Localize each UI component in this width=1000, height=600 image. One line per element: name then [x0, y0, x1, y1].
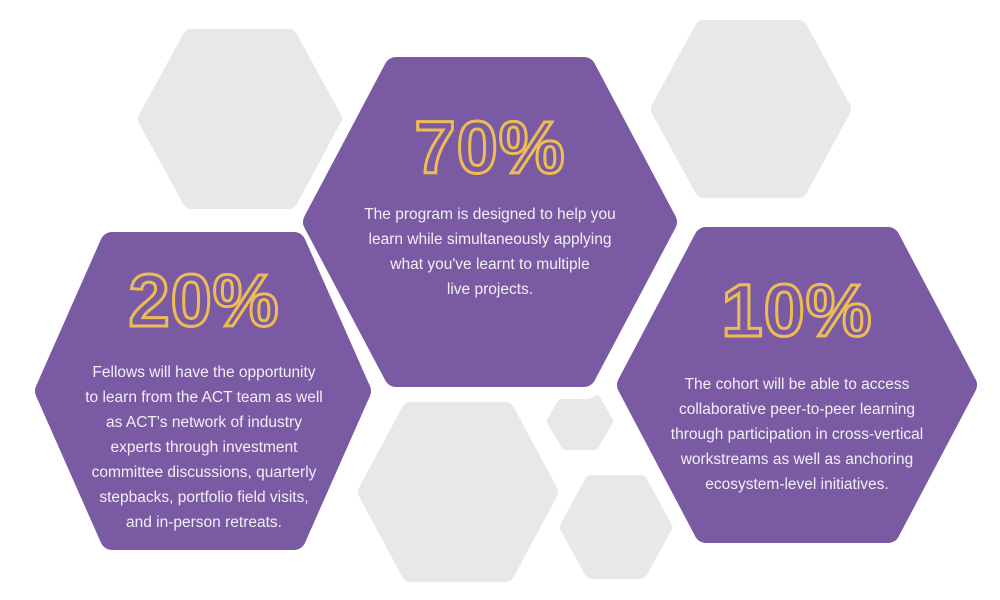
purple-hexagon-70: [303, 57, 677, 387]
gray-hexagon-medium: [560, 475, 672, 579]
stat-description-70: The program is designed to help you lear…: [364, 206, 616, 298]
purple-hexagon-20: [35, 232, 371, 550]
gray-hexagon-top-left: [138, 29, 342, 209]
gray-hexagon-small: [547, 392, 613, 450]
stat-value-70: 70%: [413, 106, 566, 189]
gray-hexagon-top-right: [651, 20, 851, 198]
stat-value-20: 20%: [127, 259, 280, 342]
stat-value-10: 10%: [720, 269, 873, 352]
purple-hexagon-10: [617, 227, 977, 543]
stat-description-10: The cohort will be able to access collab…: [670, 376, 924, 493]
stat-description-20: Fellows will have the opportunity to lea…: [85, 364, 323, 531]
gray-hexagon-bottom-center: [358, 402, 558, 582]
